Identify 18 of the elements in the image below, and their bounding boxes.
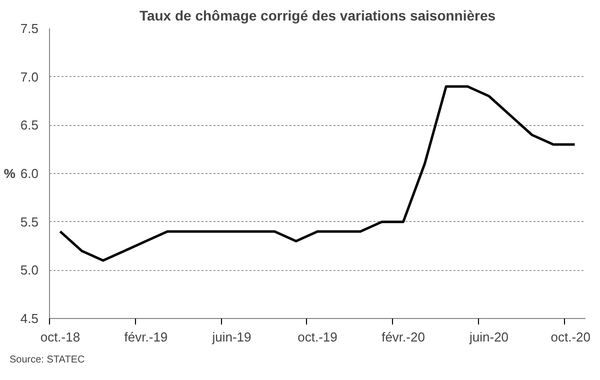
y-axis-title: % [4, 166, 16, 181]
x-tick-label: juin-19 [211, 330, 252, 344]
x-tick-label: oct.-20 [550, 330, 591, 344]
y-tick-label: 4.5 [20, 311, 39, 326]
y-tick-label: 7.5 [20, 21, 39, 36]
source-note: Source: STATEC [10, 354, 85, 366]
x-tick-label: févr.-19 [124, 330, 168, 344]
x-tick-label: févr.-20 [382, 330, 425, 344]
y-tick-label: 5.5 [20, 214, 39, 230]
chart-title: Taux de chômage corrigé des variations saisonnières [139, 8, 496, 24]
x-tick-label: juin-20 [468, 330, 509, 344]
x-tick-label: oct.-19 [298, 330, 338, 344]
y-tick-label: 5.0 [20, 262, 39, 278]
y-tick-label: 7.0 [20, 69, 39, 84]
x-tick-label: oct.-18 [40, 330, 80, 344]
y-tick-label: 6.5 [20, 118, 39, 133]
line-series [58, 85, 576, 262]
y-tick-label: 6.0 [20, 166, 39, 181]
